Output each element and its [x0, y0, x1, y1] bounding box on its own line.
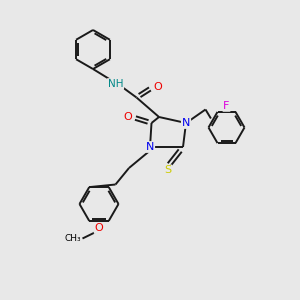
- Text: N: N: [146, 142, 154, 152]
- Text: CH₃: CH₃: [64, 234, 81, 243]
- Text: O: O: [123, 112, 132, 122]
- Text: O: O: [153, 82, 162, 92]
- Text: S: S: [164, 165, 172, 176]
- Text: NH: NH: [108, 79, 123, 89]
- Text: F: F: [223, 101, 230, 111]
- Text: N: N: [182, 118, 190, 128]
- Text: O: O: [94, 223, 103, 233]
